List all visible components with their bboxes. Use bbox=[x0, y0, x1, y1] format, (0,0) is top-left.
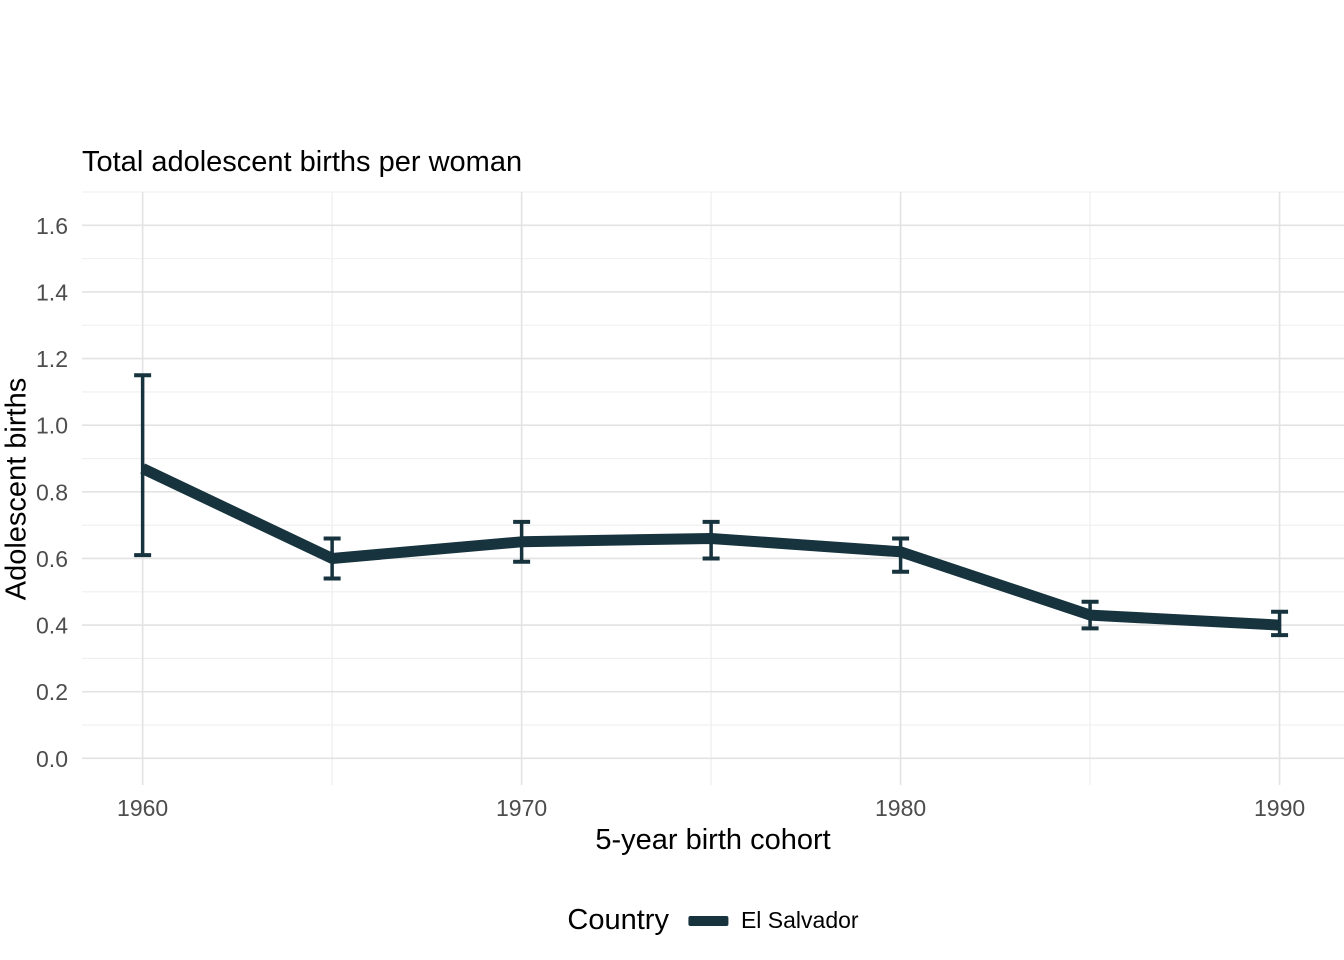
legend-title: Country bbox=[567, 904, 669, 936]
y-tick-label: 1.6 bbox=[36, 213, 68, 239]
plot-title: Total adolescent births per woman bbox=[82, 146, 523, 178]
y-tick-label: 1.2 bbox=[36, 346, 68, 372]
x-tick-label: 1980 bbox=[875, 795, 926, 821]
legend-item-label: El Salvador bbox=[740, 907, 859, 933]
y-tick-label: 0.4 bbox=[36, 613, 68, 639]
series-line bbox=[140, 463, 1280, 631]
y-tick-label: 0.0 bbox=[36, 746, 68, 772]
x-tick-label: 1990 bbox=[1254, 795, 1305, 821]
x-axis-title: 5-year birth cohort bbox=[595, 824, 831, 856]
y-tick-label: 1.0 bbox=[36, 413, 68, 439]
x-tick-label: 1960 bbox=[117, 795, 168, 821]
y-tick-label: 0.2 bbox=[36, 679, 68, 705]
x-tick-label: 1970 bbox=[496, 795, 547, 821]
legend-line-swatch bbox=[687, 915, 728, 926]
legend: Country El Salvador bbox=[567, 904, 858, 937]
y-tick-label: 0.8 bbox=[36, 479, 68, 505]
y-tick-label: 0.6 bbox=[36, 546, 68, 572]
y-tick-label: 1.4 bbox=[36, 279, 68, 305]
